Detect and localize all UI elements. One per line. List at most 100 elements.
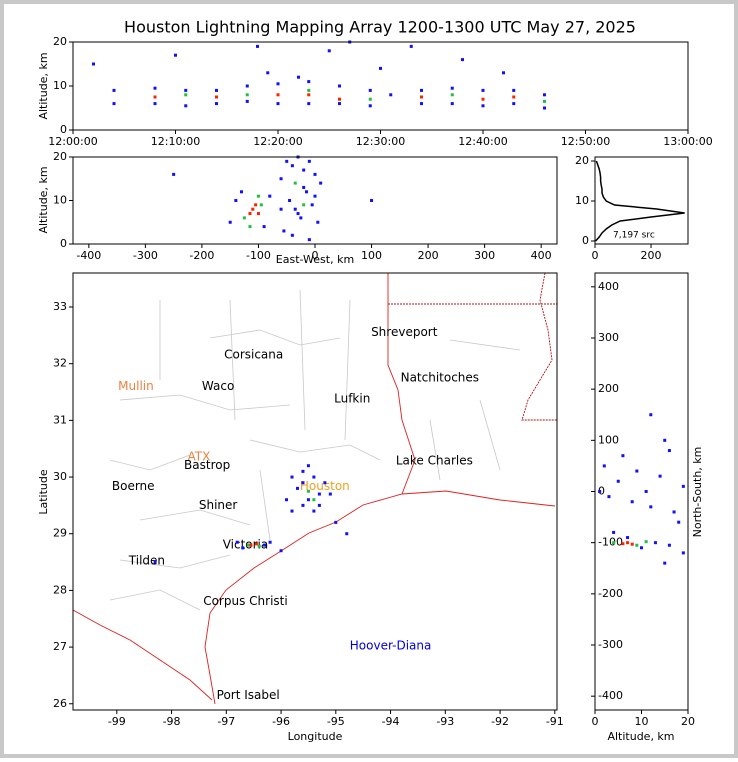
city-label: Port Isabel [217, 688, 280, 702]
source-point [285, 159, 289, 163]
y-tick-label: 200 [598, 382, 619, 395]
x-tick-label: -96 [272, 715, 290, 728]
source-point [172, 172, 176, 176]
x-axis-label: Altitude, km [607, 730, 674, 743]
source-point [92, 62, 95, 66]
source-point [640, 546, 643, 550]
source-point [276, 102, 280, 106]
source-point [290, 509, 294, 513]
source-point [256, 44, 259, 48]
y-tick-label: 300 [598, 331, 619, 344]
y-tick-label: -100 [598, 536, 623, 549]
panel-frame [72, 156, 558, 245]
y-tick-label: 29 [53, 527, 67, 540]
y-tick-label: 32 [53, 357, 67, 370]
source-point [293, 181, 297, 185]
y-tick-label: 20 [53, 150, 67, 163]
x-tick-label: -100 [246, 249, 271, 262]
source-point [602, 464, 606, 468]
city-label: Bastrop [184, 458, 230, 472]
source-point [368, 104, 372, 108]
source-point [153, 86, 157, 90]
x-tick-label: 12:10:00 [151, 135, 200, 148]
source-point [245, 99, 249, 103]
source-point [481, 104, 485, 108]
source-point [245, 93, 249, 97]
y-tick-label: -300 [598, 638, 623, 651]
source-point [302, 203, 306, 207]
y-tick-label: 0 [60, 123, 67, 136]
source-point [345, 532, 349, 536]
source-point [626, 536, 630, 540]
source-point [635, 543, 639, 547]
source-point [621, 542, 625, 546]
source-point [307, 93, 311, 97]
x-tick-label: 0 [312, 249, 319, 262]
source-point [310, 203, 314, 207]
source-point [239, 190, 243, 194]
source-point [630, 542, 634, 546]
y-tick-label: 20 [575, 154, 589, 167]
y-axis-label: Altitude, km [37, 52, 50, 119]
x-tick-label: 12:00:00 [48, 135, 97, 148]
source-point [301, 469, 305, 473]
source-point [306, 498, 310, 502]
source-point [681, 551, 685, 555]
y-tick-label: 10 [53, 194, 67, 207]
source-point [259, 203, 263, 207]
source-point [653, 541, 657, 545]
source-point [368, 88, 372, 92]
source-point [612, 541, 616, 545]
x-tick-label: -98 [163, 715, 181, 728]
x-tick-label: 20 [681, 715, 695, 728]
source-point [307, 88, 311, 92]
source-point [409, 44, 413, 48]
y-tick-label: -400 [598, 689, 623, 702]
source-point [290, 164, 294, 168]
source-point [635, 469, 639, 473]
source-point [248, 212, 252, 216]
x-tick-label: -200 [189, 249, 214, 262]
x-tick-label: 300 [474, 249, 495, 262]
source-point [268, 540, 272, 544]
canvas [4, 4, 734, 754]
source-point [290, 475, 294, 479]
y-tick-label: 27 [53, 640, 67, 653]
source-point [276, 82, 280, 86]
source-point [368, 97, 372, 101]
source-point [420, 95, 423, 99]
source-point [420, 102, 423, 106]
source-point [334, 520, 338, 524]
source-point [256, 194, 260, 198]
source-point [288, 199, 292, 202]
city-label: ATX [188, 450, 211, 464]
source-point [302, 168, 306, 172]
source-point [450, 86, 454, 90]
source-point [672, 510, 676, 514]
source-point [246, 543, 250, 547]
y-tick-label: 0 [582, 234, 589, 247]
city-label: Shreveport [371, 325, 438, 339]
source-point [279, 177, 283, 181]
x-tick-label: 200 [641, 249, 662, 262]
source-point [543, 93, 546, 97]
city-label: Shiner [199, 498, 238, 512]
city-label: Tilden [128, 553, 165, 567]
panel-frame [72, 272, 558, 711]
source-point [215, 88, 218, 92]
coastline [204, 490, 556, 705]
source-point [297, 75, 300, 79]
x-tick-label: 100 [361, 249, 382, 262]
source-point [306, 464, 310, 468]
source-point [276, 93, 280, 97]
source-point [282, 229, 286, 233]
source-point [370, 199, 374, 202]
source-point [153, 560, 157, 564]
source-point [658, 474, 662, 478]
source-point [677, 520, 681, 524]
sabine-border [387, 273, 416, 495]
y-tick-label: -200 [598, 587, 623, 600]
source-point [317, 492, 321, 496]
x-tick-label: -93 [436, 715, 454, 728]
